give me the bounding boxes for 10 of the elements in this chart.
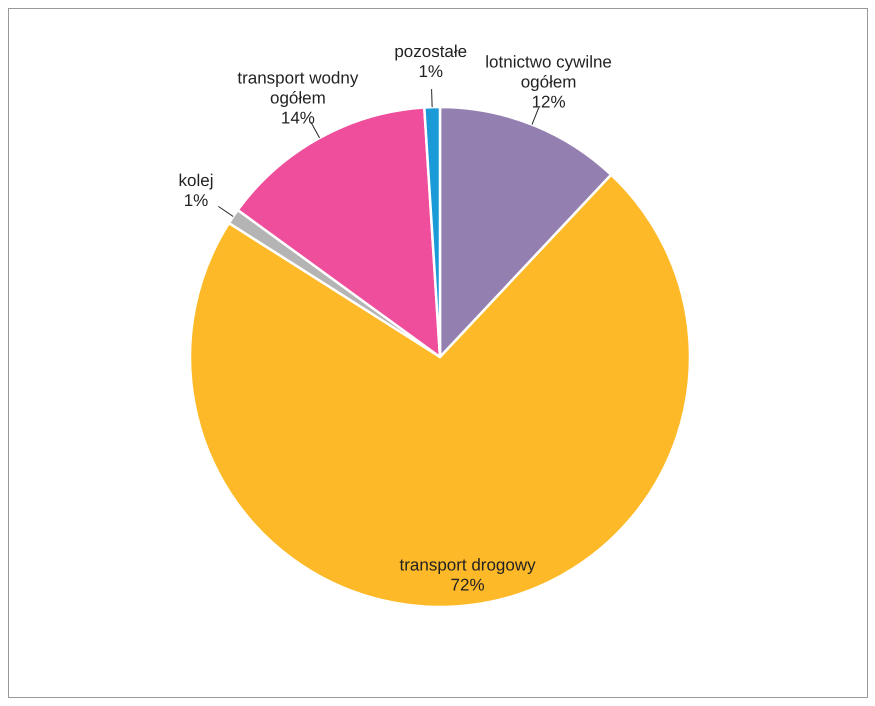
- slice-label: pozostałe: [394, 42, 468, 62]
- data-label: 1%: [418, 62, 444, 82]
- data-label: 14%: [280, 108, 315, 128]
- data-label: 72%: [450, 575, 485, 594]
- data-label: 1%: [184, 191, 208, 210]
- slice-label: transport wodny ogółem: [237, 68, 359, 108]
- slice-label: transport drogowy: [400, 555, 536, 574]
- slice-label: kolej: [178, 171, 214, 190]
- slice-label: lotnictwo cywilne ogółem: [485, 52, 612, 92]
- data-label: 12%: [532, 92, 566, 112]
